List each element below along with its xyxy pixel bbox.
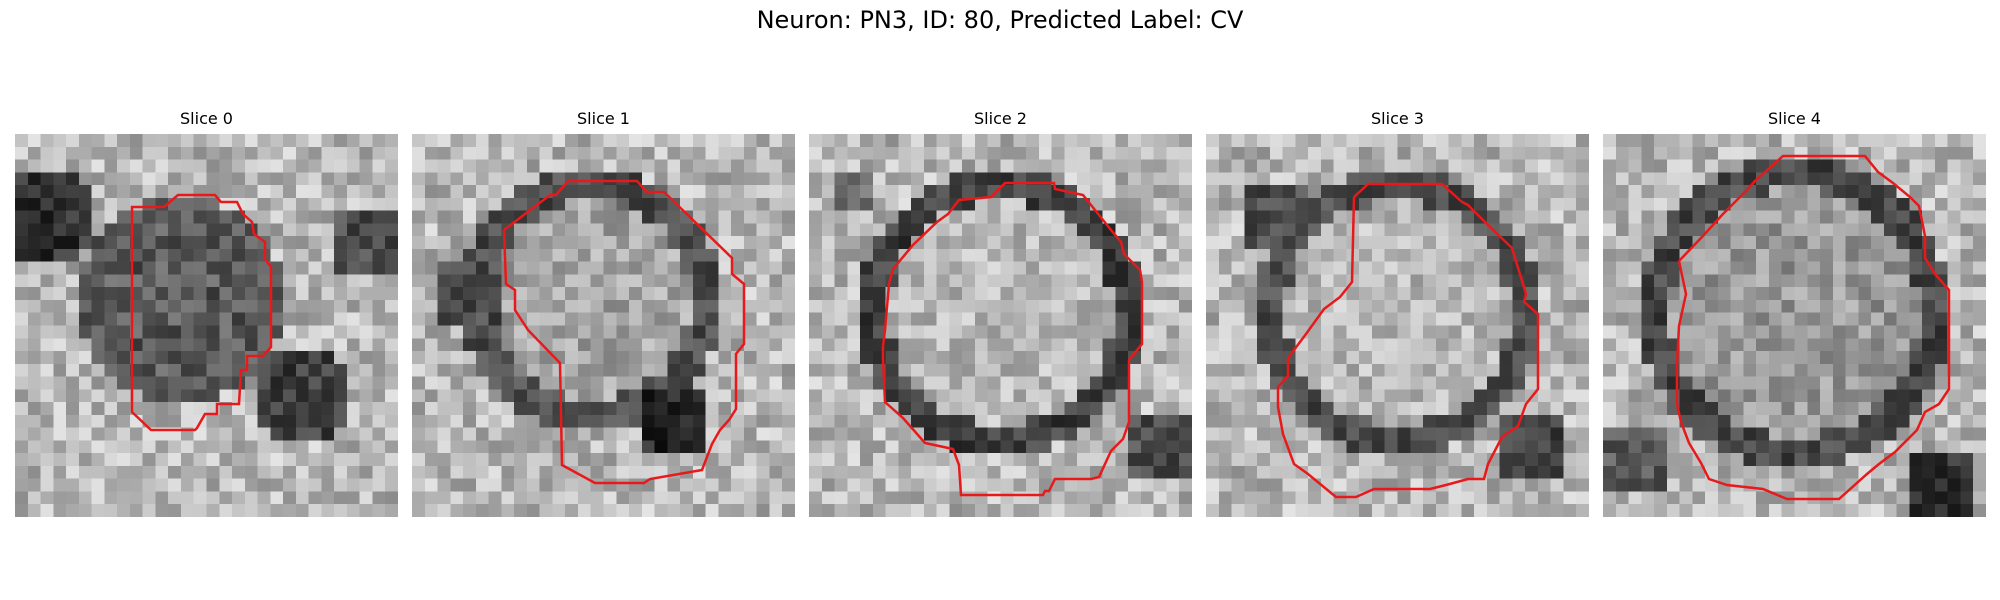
slice-0-title: Slice 0 (180, 109, 233, 128)
slice-3-panel (1206, 134, 1589, 517)
slice-2-contour (881, 181, 1144, 497)
slice-4-title: Slice 4 (1768, 109, 1821, 128)
slice-2-panel (809, 134, 1192, 517)
slice-2-image (809, 134, 1192, 517)
slice-3-title: Slice 3 (1371, 109, 1424, 128)
slice-1-contour (502, 179, 746, 485)
slice-4-panel (1603, 134, 1986, 517)
slice-2-title: Slice 2 (974, 109, 1027, 128)
slice-3-image (1206, 134, 1589, 517)
slice-1-title: Slice 1 (577, 109, 630, 128)
slice-3-contour (1276, 182, 1540, 499)
slice-1-image (412, 134, 795, 517)
slice-4-image (1603, 134, 1986, 517)
figure-title: Neuron: PN3, ID: 80, Predicted Label: CV (756, 6, 1244, 34)
slice-0-panel (15, 134, 398, 517)
slice-0-contour (130, 193, 273, 432)
slice-4-contour (1675, 154, 1951, 501)
slice-1-panel (412, 134, 795, 517)
slice-0-image (15, 134, 398, 517)
